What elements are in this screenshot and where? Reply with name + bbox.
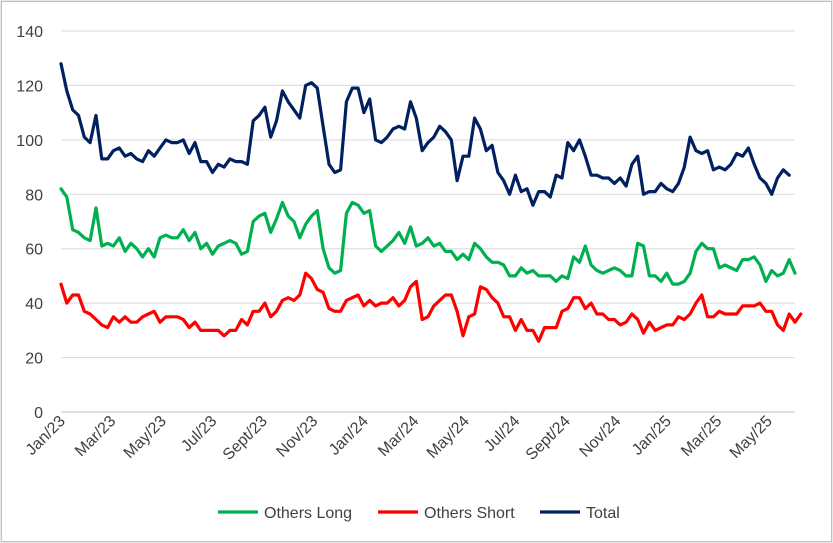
legend-label: Others Long [264,505,352,522]
legend-label: Others Short [424,505,515,522]
x-tick-label: Mar/23 [72,413,119,460]
series-lines [59,62,803,343]
x-tick-label: Mar/25 [678,413,725,460]
series-line-total [59,62,791,207]
x-tick-label: Jul/24 [481,413,523,455]
x-tick-label: Mar/24 [375,413,422,460]
y-tick-label: 0 [34,405,43,422]
legend-item: Total [540,505,620,522]
x-tick-label: Sept/24 [523,413,574,464]
y-tick-label: 60 [25,242,43,259]
y-tick-label: 40 [25,296,43,313]
x-tick-label: Nov/23 [273,413,321,461]
x-tick-label: Jan/23 [23,413,69,459]
x-tick-label: Jan/25 [629,413,675,459]
y-tick-label: 100 [16,133,43,150]
x-tick-label: May/23 [121,413,170,462]
x-tick-label: May/24 [424,413,473,462]
gridlines [61,30,795,413]
y-tick-label: 80 [25,187,43,204]
y-tick-label: 20 [25,351,43,368]
legend-item: Others Long [218,505,352,522]
x-tick-label: May/25 [727,413,776,462]
x-tick-label: Nov/24 [577,413,625,461]
legend-label: Total [586,505,620,522]
x-tick-label: Sept/23 [220,413,271,464]
x-axis-ticks: Jan/23 Mar/23 May/23 Jul/23 Sept/23 Nov/23 Jan… [23,413,776,464]
y-tick-label: 120 [16,78,43,95]
legend-item: Others Short [378,505,515,522]
y-axis-ticks: 0 20 40 60 80 100 120 140 [16,24,43,422]
series-line-others-short [59,271,803,343]
series-line-others-long [59,187,797,286]
y-tick-label: 140 [16,24,43,41]
legend: Others Long Others Short Total [218,505,620,522]
x-tick-label: Jul/23 [178,413,220,455]
x-tick-label: Jan/24 [326,413,372,459]
